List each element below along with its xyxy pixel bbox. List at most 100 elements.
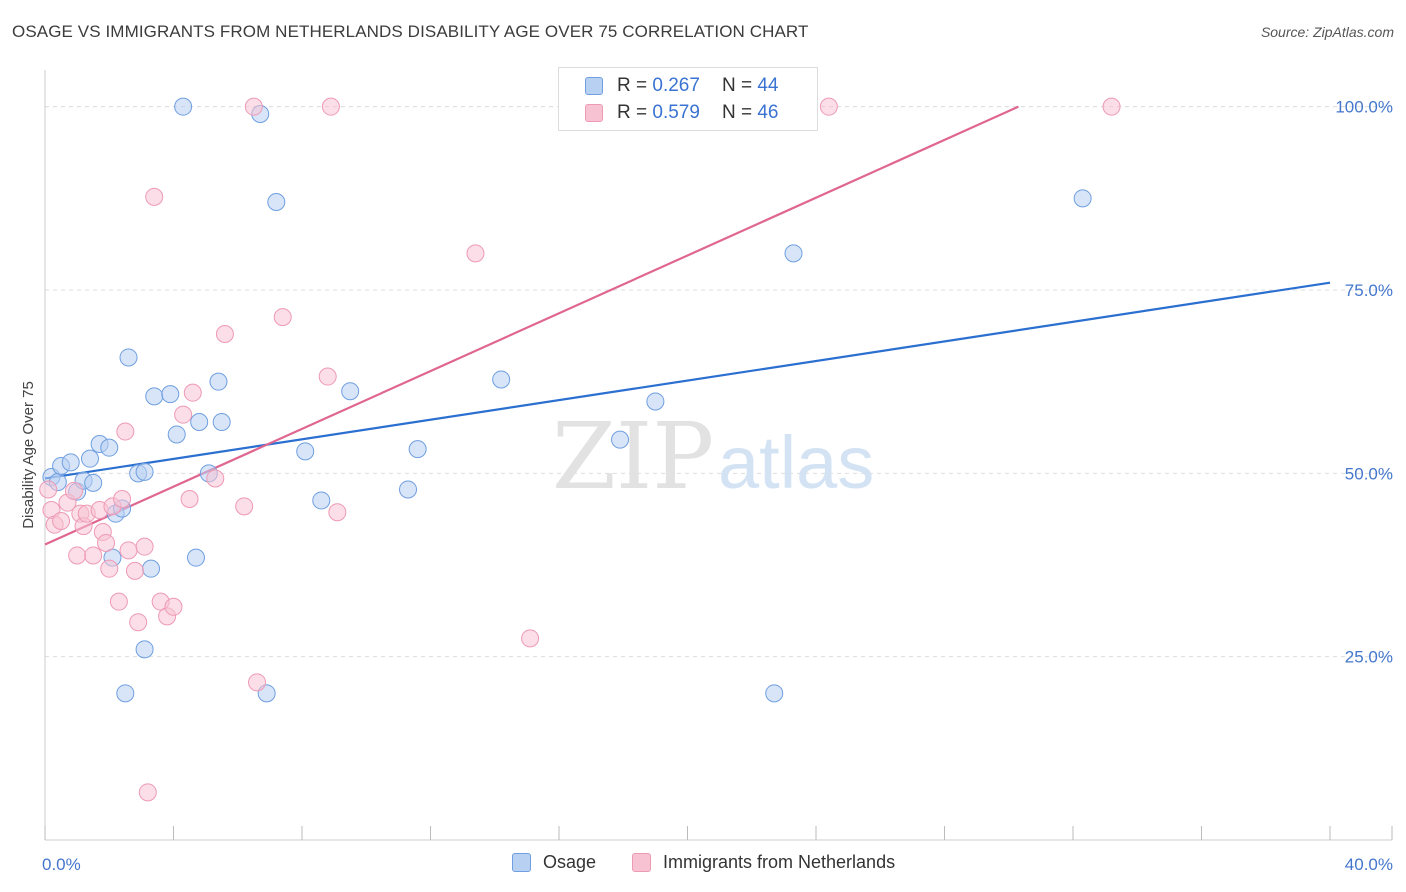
- axis-labels: 100.0% 75.0% 50.0% 25.0% 0.0% 40.0%: [42, 98, 1393, 874]
- netherlands-point: [466, 244, 485, 263]
- osage-point: [399, 480, 418, 499]
- osage-n-value: 44: [757, 75, 779, 96]
- y-tick-label: 75.0%: [1345, 281, 1393, 300]
- netherlands-point: [328, 503, 347, 522]
- neth-r-value: 0.579: [652, 102, 700, 123]
- netherlands-point: [84, 546, 103, 565]
- x-tick-label: 0.0%: [42, 855, 81, 874]
- osage-point: [1073, 189, 1092, 208]
- source-label: Source: ZipAtlas.com: [1260, 24, 1394, 40]
- osage-legend-swatch: [512, 853, 531, 872]
- netherlands-point: [235, 497, 254, 516]
- netherlands-point: [68, 546, 87, 565]
- netherlands-point: [100, 559, 119, 578]
- x-tick-label: 40.0%: [1345, 855, 1393, 874]
- correlation-legend: R = 0.267 N = 44 R = 0.579 N = 46: [558, 67, 818, 131]
- osage-point: [296, 442, 315, 461]
- netherlands-point: [39, 480, 58, 499]
- netherlands-legend-label: Immigrants from Netherlands: [663, 852, 896, 872]
- osage-r-value: 0.267: [652, 75, 700, 96]
- osage-point: [267, 193, 286, 211]
- legend-row-osage: R = 0.267 N = 44: [585, 74, 778, 98]
- netherlands-point: [248, 673, 267, 692]
- axes: [44, 70, 1393, 841]
- y-axis-label: Disability Age Over 75: [20, 381, 37, 529]
- osage-swatch: [585, 77, 603, 95]
- osage-point: [765, 684, 784, 703]
- osage-point: [186, 548, 205, 567]
- osage-point: [492, 370, 511, 389]
- netherlands-point: [145, 187, 164, 206]
- osage-point: [135, 640, 154, 659]
- legend-item-osage[interactable]: Osage: [512, 852, 596, 873]
- osage-point: [161, 385, 180, 404]
- osage-n-label: N =: [721, 75, 753, 96]
- netherlands-legend-swatch: [632, 853, 651, 872]
- osage-point: [611, 430, 630, 449]
- osage-point: [312, 491, 331, 510]
- osage-point: [116, 684, 135, 703]
- y-tick-label: 25.0%: [1345, 648, 1393, 667]
- netherlands-point: [64, 481, 83, 500]
- osage-point: [135, 462, 154, 481]
- y-tick-label: 100.0%: [1335, 98, 1393, 117]
- osage-point: [61, 453, 80, 472]
- osage-point: [80, 449, 99, 468]
- data-points: [39, 97, 1121, 802]
- netherlands-point: [97, 534, 116, 552]
- osage-legend-label: Osage: [543, 852, 597, 872]
- watermark: ZIP atlas: [552, 403, 874, 510]
- netherlands-point: [129, 613, 148, 632]
- netherlands-point: [135, 537, 154, 556]
- netherlands-point: [273, 308, 292, 327]
- netherlands-point: [244, 97, 263, 116]
- osage-point: [167, 425, 186, 444]
- netherlands-swatch: [585, 104, 603, 122]
- netherlands-point: [180, 490, 199, 508]
- netherlands-point: [174, 405, 193, 424]
- osage-point: [209, 372, 228, 391]
- netherlands-point: [1102, 97, 1121, 116]
- netherlands-point: [125, 561, 144, 580]
- netherlands-point: [116, 422, 135, 441]
- netherlands-point: [52, 512, 71, 530]
- netherlands-point: [164, 597, 183, 616]
- netherlands-point: [109, 592, 128, 611]
- osage-point: [142, 559, 161, 578]
- watermark-zip: ZIP: [552, 403, 714, 510]
- osage-point: [784, 244, 803, 263]
- chart-title: OSAGE VS IMMIGRANTS FROM NETHERLANDS DIS…: [12, 22, 809, 41]
- osage-point: [408, 440, 427, 459]
- osage-point: [341, 382, 360, 401]
- grid-lines: [45, 106, 1392, 658]
- netherlands-point: [321, 97, 340, 116]
- osage-point: [145, 387, 164, 406]
- legend-item-netherlands[interactable]: Immigrants from Netherlands: [632, 852, 895, 873]
- netherlands-point: [138, 783, 157, 802]
- neth-n-label: N =: [721, 102, 753, 123]
- neth-n-value: 46: [757, 102, 779, 123]
- y-tick-label: 50.0%: [1345, 464, 1393, 483]
- netherlands-point: [119, 541, 138, 560]
- netherlands-point: [183, 383, 202, 402]
- netherlands-point: [819, 97, 838, 116]
- netherlands-point: [206, 469, 225, 488]
- neth-r-label: R =: [617, 102, 648, 123]
- osage-point: [646, 392, 665, 411]
- osage-point: [190, 413, 209, 431]
- osage-point: [174, 97, 193, 116]
- osage-point: [100, 438, 119, 457]
- netherlands-point: [521, 629, 540, 648]
- osage-point: [119, 348, 138, 367]
- osage-trendline: [44, 281, 1331, 480]
- series-legend: Osage Immigrants from Netherlands: [0, 852, 1406, 878]
- osage-point: [212, 413, 231, 431]
- netherlands-point: [318, 367, 337, 386]
- netherlands-point: [113, 490, 132, 508]
- netherlands-point: [215, 325, 234, 343]
- legend-row-netherlands: R = 0.579 N = 46: [585, 101, 778, 125]
- osage-point: [84, 473, 103, 492]
- osage-r-label: R =: [617, 75, 648, 96]
- watermark-atlas: atlas: [718, 421, 874, 504]
